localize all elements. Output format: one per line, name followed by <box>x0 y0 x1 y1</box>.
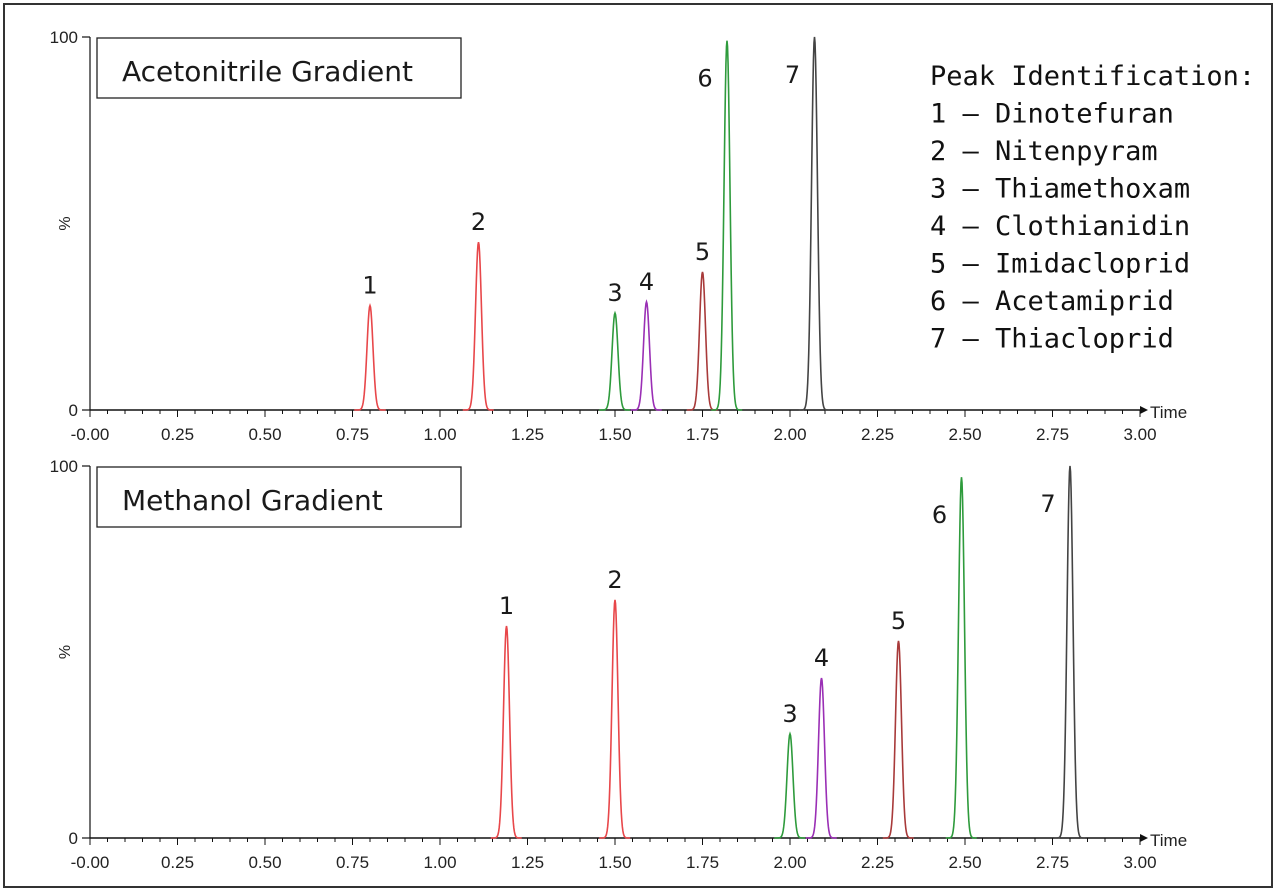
legend-entry: 4 – Clothianidin <box>930 211 1190 242</box>
x-tick-label: -0.00 <box>71 425 110 444</box>
peak-trace-7 <box>1054 465 1086 839</box>
peak-label-2: 2 <box>607 566 622 594</box>
peak-trace-4 <box>630 299 662 411</box>
x-tick-label: 0.75 <box>336 425 369 444</box>
chart-panel-1: 0 100% -0.00 0.25 0.50 0.75 1.00 1.25 1.50 1.75 2.… <box>50 28 1255 444</box>
y-tick-label: 0 <box>69 829 78 848</box>
x-tick-label: 3.00 <box>1123 853 1156 872</box>
peak-trace-1 <box>490 625 522 839</box>
peak-trace-2 <box>599 599 631 839</box>
x-axis-label: Time <box>1150 831 1187 850</box>
x-tick-label: 2.25 <box>861 425 894 444</box>
x-tick-label: 1.25 <box>511 853 544 872</box>
x-axis-label: Time <box>1150 403 1187 422</box>
peak-label-3: 3 <box>782 700 797 728</box>
peak-label-6: 6 <box>697 65 712 93</box>
peak-trace-6 <box>711 40 743 411</box>
x-tick-label: 1.00 <box>423 425 456 444</box>
x-tick-label: 2.00 <box>773 853 806 872</box>
peak-label-7: 7 <box>785 61 800 89</box>
legend-entry: 6 – Acetamiprid <box>930 286 1174 317</box>
peak-trace-4 <box>805 677 837 839</box>
peak-trace-5 <box>882 640 914 839</box>
chart-title: Methanol Gradient <box>122 484 383 517</box>
x-tick-label: 1.00 <box>423 853 456 872</box>
peak-label-5: 5 <box>695 238 710 266</box>
peak-label-5: 5 <box>891 607 906 635</box>
legend-title: Peak Identification: <box>930 61 1255 92</box>
peak-trace-7 <box>798 36 830 411</box>
x-tick-label: 2.00 <box>773 425 806 444</box>
x-tick-label: 0.75 <box>336 853 369 872</box>
peak-trace-1 <box>354 302 386 411</box>
peak-trace-3 <box>774 731 806 839</box>
x-tick-label: 2.50 <box>948 425 981 444</box>
peak-trace-2 <box>462 241 494 411</box>
x-tick-label: 1.25 <box>511 425 544 444</box>
legend-entry: 2 – Nitenpyram <box>930 136 1158 167</box>
x-axis-arrow <box>1140 406 1148 414</box>
legend-entry: 1 – Dinotefuran <box>930 99 1174 130</box>
x-tick-label: 1.75 <box>686 425 719 444</box>
x-tick-label: 0.25 <box>161 853 194 872</box>
peak-trace-3 <box>599 310 631 411</box>
chart-panel-2: 0 100% -0.00 0.25 0.50 0.75 1.00 1.25 1.50 1.75 2.… <box>50 457 1188 872</box>
x-tick-label: 0.25 <box>161 425 194 444</box>
peak-label-1: 1 <box>362 272 377 300</box>
title-box <box>96 37 462 99</box>
title-box <box>96 466 462 528</box>
legend-entry: 5 – Imidacloprid <box>930 249 1190 280</box>
peak-label-2: 2 <box>471 208 486 236</box>
x-tick-label: 2.75 <box>1036 425 1069 444</box>
peak-trace-5 <box>686 271 718 411</box>
peak-label-6: 6 <box>932 501 947 529</box>
x-tick-label: 0.50 <box>248 853 281 872</box>
y-axis-label: % <box>57 216 74 230</box>
x-axis-arrow <box>1140 834 1148 842</box>
x-tick-label: 1.50 <box>598 425 631 444</box>
x-tick-label: 2.25 <box>861 853 894 872</box>
figure-frame <box>3 3 1273 888</box>
peak-label-7: 7 <box>1040 490 1055 518</box>
peak-label-1: 1 <box>499 592 514 620</box>
x-tick-label: 2.50 <box>948 853 981 872</box>
x-tick-label: 3.00 <box>1123 425 1156 444</box>
peak-label-3: 3 <box>607 279 622 307</box>
x-tick-label: 1.50 <box>598 853 631 872</box>
legend-entry: 3 – Thiamethoxam <box>930 174 1190 205</box>
x-tick-label: 0.50 <box>248 425 281 444</box>
y-tick-label: 100 <box>50 457 78 476</box>
x-tick-label: 2.75 <box>1036 853 1069 872</box>
peak-trace-6 <box>945 477 977 839</box>
y-axis-label: % <box>57 645 74 659</box>
x-tick-label: -0.00 <box>71 853 110 872</box>
y-tick-label: 0 <box>69 401 78 420</box>
peak-label-4: 4 <box>639 268 654 296</box>
x-tick-label: 1.75 <box>686 853 719 872</box>
peak-label-4: 4 <box>814 644 829 672</box>
chart-title: Acetonitrile Gradient <box>122 55 413 88</box>
y-tick-label: 100 <box>50 28 78 47</box>
legend-entry: 7 – Thiacloprid <box>930 324 1174 355</box>
